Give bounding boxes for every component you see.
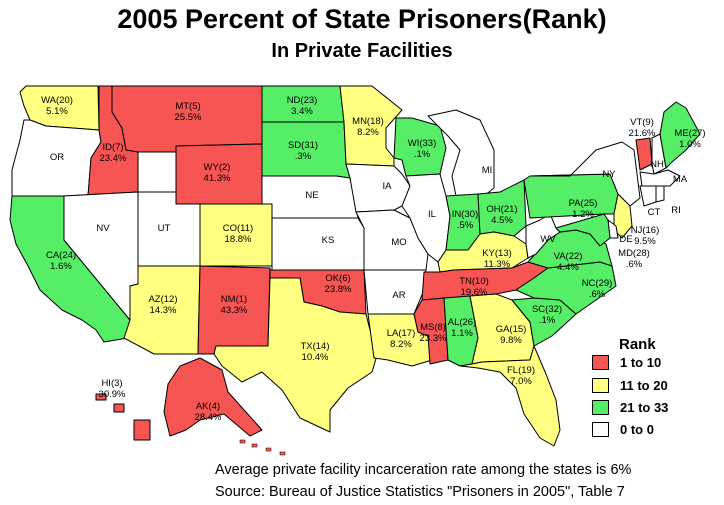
state-fl: [459, 345, 561, 447]
state-label-ut: UT: [158, 223, 171, 234]
state-label-nh: NH: [650, 159, 664, 170]
legend-label: 1 to 10: [620, 354, 662, 370]
state-label-nv: NV: [96, 223, 110, 234]
state-label-al: AL(26) 1.1%: [448, 317, 477, 339]
state-label-pa: PA(25) 1.2%: [569, 198, 598, 220]
state-label-de: DE: [619, 234, 632, 245]
map-title: 2005 Percent of State Prisoners(Rank): [117, 4, 607, 34]
state-label-ky: KY(13) 11.3%: [482, 248, 512, 270]
state-ak: [163, 357, 263, 437]
legend-swatch-yellow: [592, 377, 609, 393]
state-label-ok: OK(6) 23.8%: [325, 273, 352, 295]
legend-swatch-white: [592, 421, 609, 437]
state-label-ny: NY: [602, 169, 616, 180]
state-label-sd: SD(31) .3%: [288, 140, 318, 162]
state-label-fl: FL(19) 7.0%: [507, 365, 535, 387]
state-label-vt: VT(9) 21.6%: [629, 117, 656, 139]
average-note: Average private facility incarceration r…: [215, 462, 632, 478]
state-label-co: CO(11) 18.8%: [223, 223, 253, 245]
source-note: Source: Bureau of Justice Statistics "Pr…: [215, 484, 625, 500]
state-label-mt: MT(5) 25.5%: [175, 101, 202, 123]
state-ia: [345, 163, 411, 213]
state-label-nm: NM(1) 43.3%: [221, 294, 248, 316]
map-subtitle: In Private Facilities: [271, 40, 453, 62]
legend-swatch-red: [592, 354, 609, 370]
state-nj: [613, 193, 633, 239]
state-nh: [651, 133, 667, 175]
state-label-mn: MN(18) 8.2%: [352, 116, 384, 138]
state-ct: [639, 185, 657, 207]
state-label-wi: WI(33) .1%: [408, 138, 437, 160]
state-label-ga: GA(15) 9.8%: [496, 324, 527, 346]
state-ks: [271, 217, 365, 271]
state-label-tx: TX(14) 10.4%: [300, 341, 329, 363]
state-ny: [529, 141, 641, 207]
legend-item-21-to-33: 21 to 33: [592, 399, 668, 415]
state-il: [401, 173, 451, 263]
state-label-in: IN(30) .5%: [452, 209, 478, 231]
legend-item-0-to-0: 0 to 0: [592, 421, 654, 437]
state-label-ks: KS: [322, 235, 335, 246]
state-label-oh: OH(21) 4.5%: [486, 204, 517, 226]
legend-title: Rank: [619, 336, 656, 353]
state-label-nd: ND(23) 3.4%: [287, 95, 318, 117]
state-label-il: IL: [428, 209, 436, 220]
state-mn: [339, 85, 403, 167]
alaska-island-1: [239, 439, 246, 444]
state-label-mo: MO: [391, 237, 406, 248]
state-label-ma: MA: [673, 174, 688, 185]
state-label-va: VA(22) 4.4%: [554, 251, 583, 273]
state-label-az: AZ(12) 14.3%: [148, 294, 177, 316]
state-label-md: MD(28) .6%: [618, 248, 650, 270]
state-label-ar: AR: [392, 290, 405, 301]
state-pa: [523, 173, 619, 219]
state-label-ct: CT: [648, 207, 661, 218]
state-label-me: ME(27) 1.0%: [674, 128, 705, 150]
alaska-island-3: [265, 447, 272, 452]
state-label-ia: IA: [383, 181, 393, 192]
state-label-nj: NJ(16) 9.5%: [631, 225, 660, 247]
state-ar: [363, 269, 427, 315]
legend-label: 0 to 0: [620, 421, 654, 437]
state-label-hi: HI(3) 30.9%: [99, 378, 126, 400]
state-label-ak: AK(4) 28.4%: [195, 401, 222, 423]
state-hi: [95, 393, 151, 441]
alaska-island-4: [279, 451, 286, 456]
state-label-wa: WA(20) 5.1%: [41, 95, 73, 117]
state-label-wv: WV: [540, 234, 556, 245]
state-ri: [655, 185, 665, 203]
state-me: [659, 101, 701, 169]
legend-swatch-green: [592, 399, 609, 415]
legend-item-11-to-20: 11 to 20: [592, 377, 668, 393]
legend-label: 21 to 33: [620, 399, 669, 415]
state-label-tn: TN(10) 19.6%: [459, 276, 489, 298]
state-md: [555, 213, 611, 247]
state-label-wy: WY(2) 41.3%: [204, 162, 231, 184]
legend-label: 11 to 20: [620, 377, 668, 393]
state-label-mi: MI: [482, 165, 493, 176]
state-label-nc: NC(29) .6%: [582, 278, 613, 300]
state-label-ca: CA(24) 1.6%: [46, 250, 76, 272]
state-label-ms: MS(8) 23.3%: [420, 322, 447, 344]
state-label-or: OR: [50, 152, 64, 163]
legend-item-1-to-10: 1 to 10: [592, 354, 661, 370]
state-label-sc: SC(32) .1%: [532, 304, 562, 326]
state-label-ne: NE: [305, 190, 318, 201]
state-label-id: ID(7) 23.4%: [100, 142, 127, 164]
alaska-island-2: [251, 443, 258, 448]
state-label-ri: RI: [671, 205, 681, 216]
state-label-la: LA(17) 8.2%: [387, 328, 416, 350]
state-tx: [213, 277, 379, 433]
